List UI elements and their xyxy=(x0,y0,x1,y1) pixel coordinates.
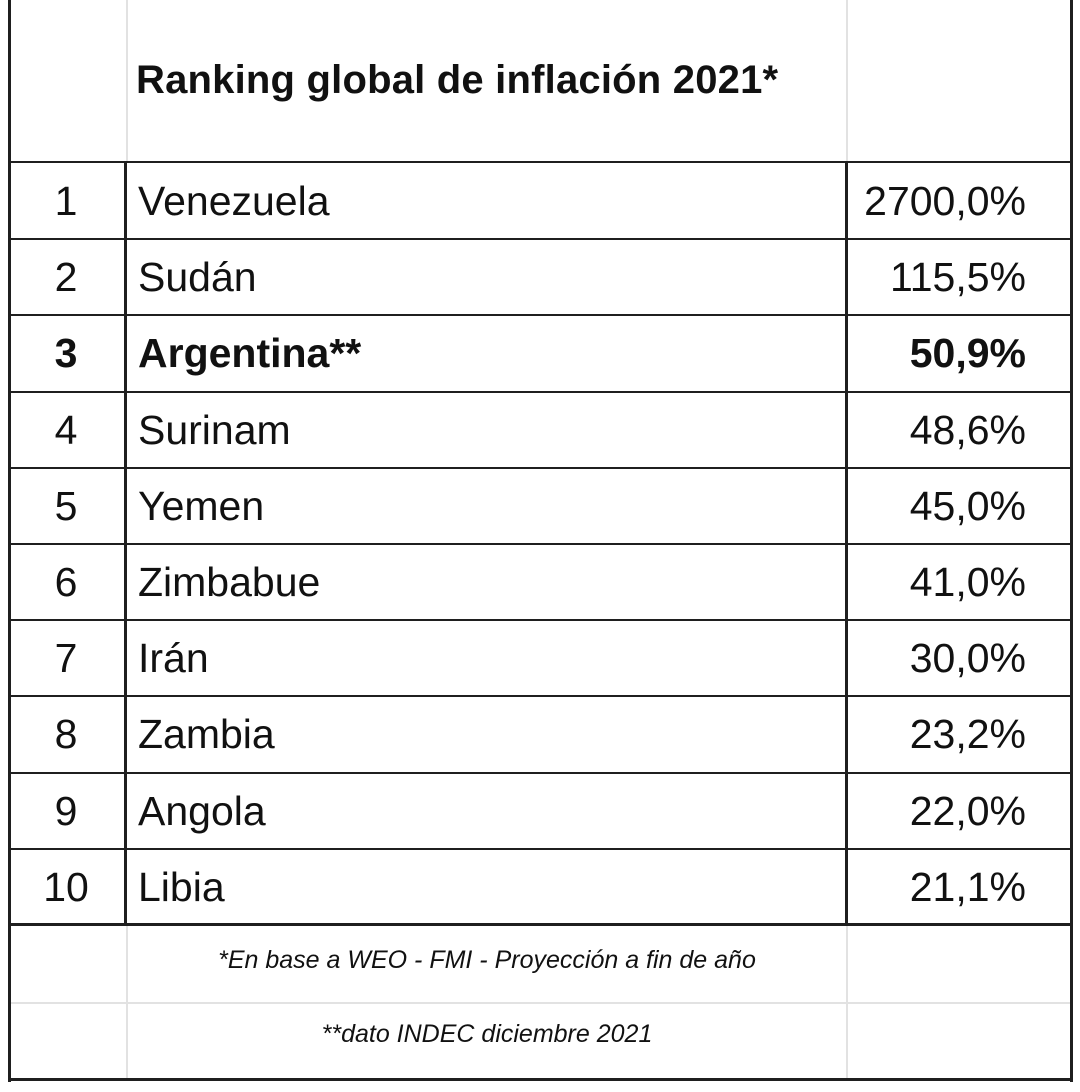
country-cell: Surinam xyxy=(138,406,291,453)
row-divider xyxy=(8,238,1073,241)
country-cell: Zambia xyxy=(138,711,275,758)
rank-cell: 3 xyxy=(54,330,78,377)
gridline xyxy=(10,1002,1072,1004)
table-row: 6 Zimbabue 41,0% xyxy=(0,544,1080,620)
inflation-value-cell: 115,5% xyxy=(889,254,1026,301)
frame-bottom-border xyxy=(8,1078,1073,1081)
country-cell: Sudán xyxy=(138,254,257,301)
country-cell: Libia xyxy=(138,863,225,910)
rank-cell: 4 xyxy=(54,406,78,453)
frame-left-border xyxy=(8,0,11,1082)
country-cell: Yemen xyxy=(138,482,265,529)
table-row: 4 Surinam 48,6% xyxy=(0,392,1080,468)
rank-cell: 2 xyxy=(54,254,78,301)
table-row: 8 Zambia 23,2% xyxy=(0,696,1080,772)
country-cell: Angola xyxy=(138,787,266,834)
rank-cell: 5 xyxy=(54,482,78,529)
country-cell: Zimbabue xyxy=(138,559,321,605)
table-row: 3 Argentina** 50,9% xyxy=(0,315,1080,391)
table-row: 2 Sudán 115,5% xyxy=(0,239,1080,315)
table-bottom-border xyxy=(8,923,1073,926)
row-divider xyxy=(8,619,1073,622)
table-top-border xyxy=(8,161,1073,163)
inflation-value-cell: 41,0% xyxy=(909,559,1026,605)
rank-cell: 9 xyxy=(54,787,78,834)
table-row: 7 Irán 30,0% xyxy=(0,620,1080,696)
inflation-value-cell: 50,9% xyxy=(909,330,1026,377)
rank-cell: 10 xyxy=(43,863,89,910)
rank-cell: 8 xyxy=(54,711,78,758)
row-divider xyxy=(8,695,1073,698)
table-row: 9 Angola 22,0% xyxy=(0,773,1080,849)
table-row: 5 Yemen 45,0% xyxy=(0,468,1080,544)
inflation-value-cell: 45,0% xyxy=(909,482,1026,529)
row-divider xyxy=(8,314,1073,317)
table-title: Ranking global de inflación 2021* xyxy=(136,58,779,102)
inflation-value-cell: 21,1% xyxy=(909,863,1026,910)
inflation-value-cell: 48,6% xyxy=(909,406,1026,453)
country-cell: Argentina** xyxy=(138,330,362,377)
row-divider xyxy=(8,466,1073,469)
indec-footnote: **dato INDEC diciembre 2021 xyxy=(321,1020,653,1048)
row-divider xyxy=(8,847,1073,850)
frame-right-border xyxy=(1070,0,1073,1082)
row-divider xyxy=(8,543,1073,545)
source-footnote: *En base a WEO - FMI - Proyección a fin … xyxy=(218,946,756,974)
inflation-value-cell: 22,0% xyxy=(909,787,1026,834)
rank-cell: 1 xyxy=(54,178,78,224)
country-cell: Venezuela xyxy=(138,178,330,224)
gridline xyxy=(126,0,128,162)
row-divider xyxy=(8,771,1073,774)
gridline xyxy=(846,0,848,162)
table-row: 10 Libia 21,1% xyxy=(0,849,1080,925)
rank-cell: 6 xyxy=(54,559,78,605)
inflation-value-cell: 30,0% xyxy=(909,635,1026,682)
country-cell: Irán xyxy=(138,635,209,682)
row-divider xyxy=(8,390,1073,393)
rank-cell: 7 xyxy=(54,635,78,682)
inflation-value-cell: 23,2% xyxy=(909,711,1026,758)
inflation-value-cell: 2700,0% xyxy=(864,178,1026,224)
table-row: 1 Venezuela 2700,0% xyxy=(0,163,1080,239)
